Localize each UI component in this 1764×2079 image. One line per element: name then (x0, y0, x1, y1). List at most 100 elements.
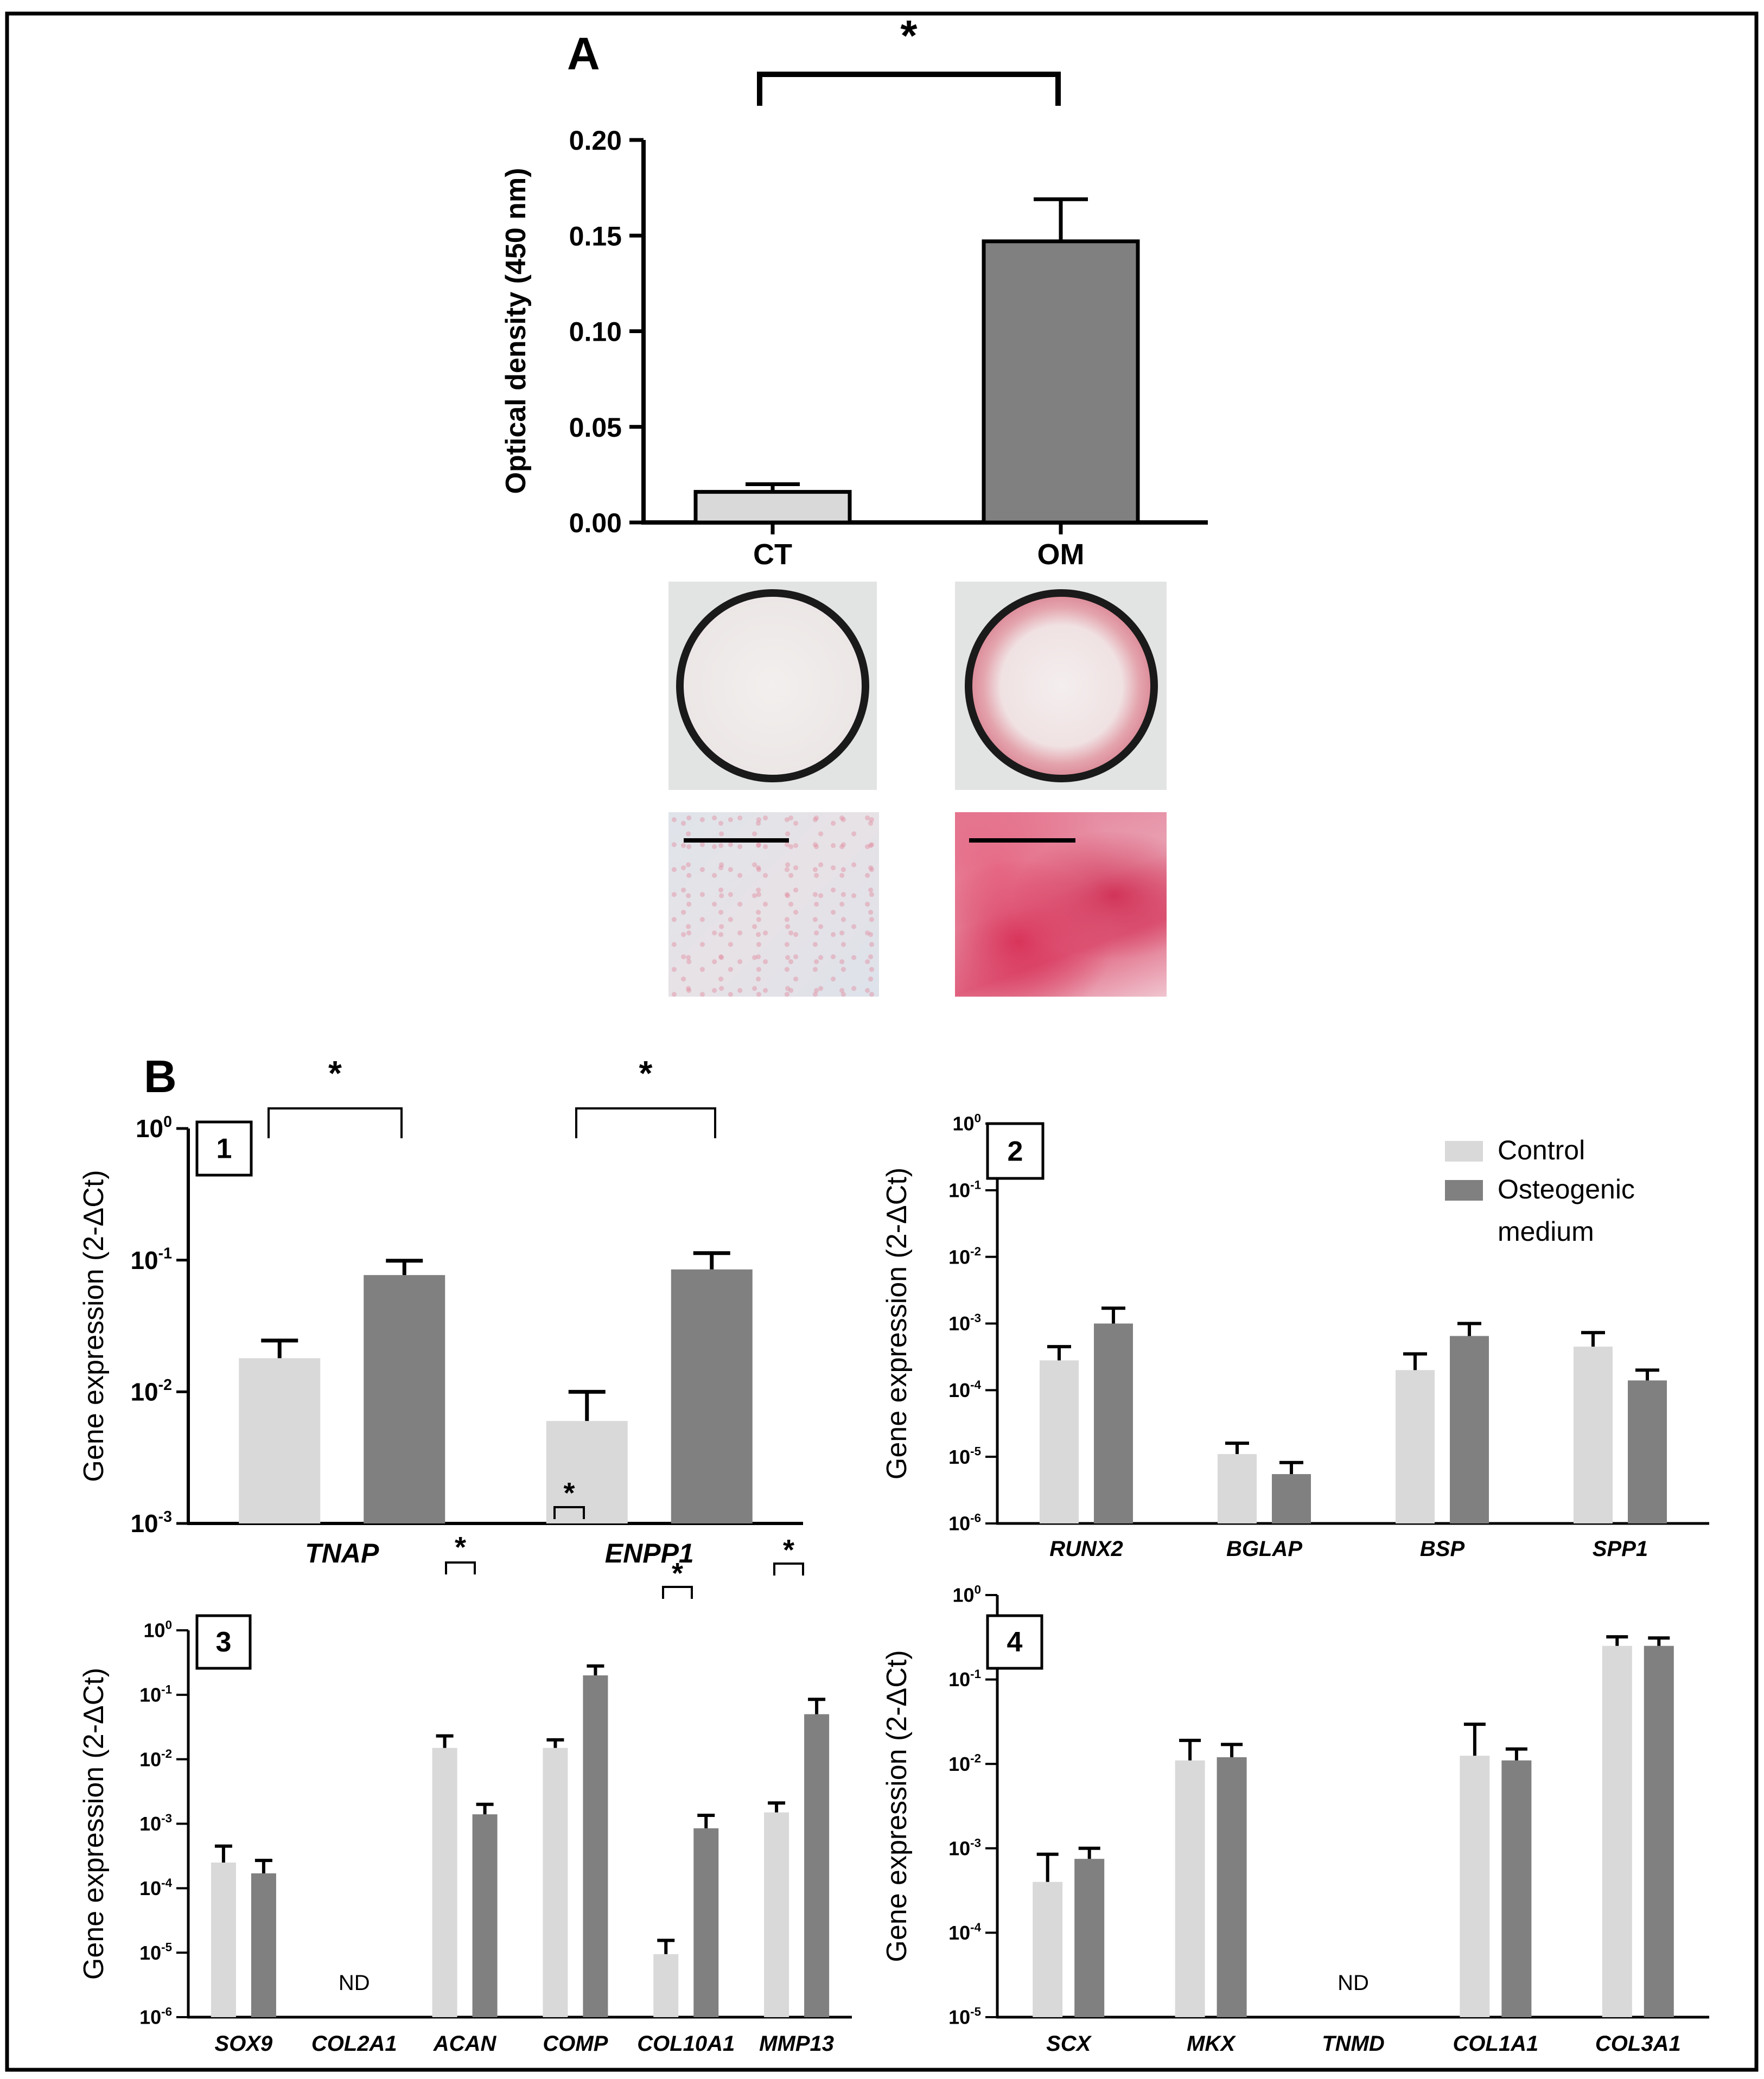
panel-b1-y-tick-label: 10-1 (130, 1245, 172, 1274)
panel-b3-y-tick-label-base: 10 (139, 1683, 161, 1706)
panel-b3-bar-mmp13-osteogenic (804, 1714, 830, 2017)
panel-b3-significance-comp-star: * (563, 1477, 575, 1509)
panel-b2-y-tick-label: 10-3 (948, 1311, 981, 1335)
legend-label-0-0: Control (1498, 1135, 1585, 1165)
panel-b3-y-tick-label: 10-3 (139, 1812, 172, 1835)
panel-b4-y-tick-label-base: 10 (948, 1668, 970, 1691)
panel-b4-x-label-scx: SCX (1046, 2032, 1092, 2056)
panel-a-y-tick-label: 0.00 (569, 508, 622, 538)
om-well-photo (955, 582, 1167, 790)
panel-b2-bar-bsp-osteogenic (1450, 1336, 1489, 1523)
panel-b3-y-tick-label: 10-6 (139, 2005, 172, 2028)
panel-b2-y-tick-label-base: 10 (948, 1312, 970, 1335)
panel-b3-significance-acan-star: * (455, 1531, 466, 1564)
panel-b4-bar-scx-control (1033, 1882, 1063, 2017)
panel-b2-y-tick-label-exp: -1 (970, 1178, 981, 1191)
panel-b4-bar-col1a1-osteogenic (1501, 1760, 1532, 2017)
panel-b2-x-label-bsp: BSP (1420, 1537, 1465, 1561)
panel-b3-y-tick-label: 10-4 (139, 1876, 172, 1899)
panel-b2-y-tick-label-base: 10 (948, 1379, 970, 1401)
panel-b2-y-tick-label: 10-6 (948, 1511, 981, 1534)
panel-b2-x-label-bglap: BGLAP (1226, 1537, 1302, 1561)
panel-b4-y-tick-label-exp: 0 (975, 1583, 981, 1596)
panel-b3-y-tick-label-exp: -4 (161, 1876, 172, 1890)
panel-b3-y-tick-label-base: 10 (139, 1813, 161, 1835)
panel-b4-y-tick-label-base: 10 (953, 1584, 975, 1606)
panel-b3-x-label-col10a1: COL10A1 (637, 2032, 735, 2056)
panel-b4-y-tick-label: 10-2 (948, 1752, 981, 1775)
panel-b4-y-axis-title: Gene expression (2-ΔCt) (881, 1650, 913, 1962)
panel-b3-bar-mmp13-control (764, 1812, 789, 2017)
panel-b3-significance-col10a1-bracket (662, 1586, 693, 1599)
panel-b2-x-label-runx2: RUNX2 (1049, 1537, 1123, 1561)
panel-b1-y-tick-label-base: 10 (130, 1246, 158, 1274)
panel-b2-bar-bsp-control (1396, 1370, 1435, 1523)
panel-b4-bar-mkx-osteogenic (1217, 1757, 1247, 2017)
panel-b2-y-tick-label: 10-4 (948, 1378, 981, 1401)
panel-b1-y-tick-label: 100 (136, 1113, 172, 1143)
legend-label-1-0: Osteogenic (1498, 1174, 1635, 1204)
panel-b2-y-tick-label-exp: -2 (970, 1245, 981, 1258)
panel-b1-y-tick-label-exp: -3 (158, 1508, 172, 1526)
panel-b2-number: 2 (1008, 1136, 1023, 1168)
panel-b2-y-tick-label-exp: -3 (970, 1311, 981, 1325)
panel-label-a: A (567, 28, 600, 79)
panel-b3-x-label-mmp13: MMP13 (759, 2032, 834, 2056)
panel-b4-y-tick-label-base: 10 (948, 1753, 970, 1775)
panel-b3-number: 3 (216, 1627, 232, 1658)
panel-b2-bar-bglap-control (1218, 1454, 1257, 1523)
panel-b4-bar-mkx-control (1175, 1760, 1205, 2017)
panel-b3-x-label-col2a1: COL2A1 (311, 2032, 397, 2056)
panel-b1-significance-1-bracket (575, 1107, 716, 1138)
panel-b3-y-tick-label-base: 10 (139, 2006, 161, 2029)
panel-b4-y-tick-label: 100 (953, 1583, 981, 1606)
panel-b3-y-tick-label: 10-2 (139, 1747, 172, 1770)
panel-b3-y-tick-label-base: 10 (139, 1942, 161, 1964)
panel-b3-y-tick-label-exp: -5 (161, 1941, 172, 1954)
panel-b4-y-tick-label-exp: -3 (970, 1836, 981, 1850)
panel-b4-y-tick-label-exp: -2 (970, 1752, 981, 1765)
panel-a-y-tick-label: 0.15 (569, 221, 622, 251)
om-scale-bar (969, 838, 1075, 843)
panel-b3-nd-label: ND (339, 1971, 370, 1995)
panel-b1-number: 1 (216, 1133, 232, 1165)
legend-label-1-1: medium (1498, 1216, 1594, 1247)
panel-b3-significance-mmp13-star: * (783, 1534, 794, 1566)
panel-b2-bar-runx2-control (1040, 1360, 1079, 1523)
panel-b1-y-tick-label-base: 10 (136, 1114, 163, 1143)
panel-b4-bar-scx-osteogenic (1074, 1859, 1105, 2017)
panel-b2-y-tick-label-base: 10 (948, 1446, 970, 1468)
panel-b2-y-tick-label: 10-1 (948, 1178, 981, 1201)
panel-b3-y-tick-label-exp: -2 (161, 1747, 172, 1761)
panel-b2-y-tick-label-exp: -4 (970, 1378, 981, 1392)
panel-b3-y-tick-label-exp: -6 (161, 2005, 172, 2018)
panel-b3-significance-acan-bracket (445, 1561, 476, 1574)
panel-b3-x-label-acan: ACAN (433, 2032, 497, 2056)
panel-b2-y-tick-label: 10-2 (948, 1245, 981, 1268)
panel-b3-y-tick-label: 10-5 (139, 1941, 172, 1964)
legend-swatch-1 (1445, 1180, 1483, 1201)
panel-b2-y-tick-label-exp: -6 (970, 1511, 981, 1525)
panel-b4-y-tick-label-exp: -5 (970, 2005, 981, 2018)
om-micrograph (955, 812, 1167, 997)
panel-a-bar-ct (693, 490, 852, 525)
panel-b2-y-axis-title: Gene expression (2-ΔCt) (881, 1168, 913, 1479)
panel-b1-significance-0-bracket (268, 1107, 403, 1138)
panel-b3-y-tick-label-base: 10 (144, 1619, 165, 1642)
panel-b4-number: 4 (1007, 1627, 1023, 1658)
panel-b1-y-tick-label-base: 10 (130, 1509, 158, 1538)
panel-a-y-tick-label: 0.05 (569, 412, 622, 443)
panel-b4-bar-col3a1-osteogenic (1644, 1646, 1674, 2017)
panel-b2-y-tick-label: 100 (953, 1111, 981, 1134)
panel-b4-y-tick-label: 10-4 (948, 1921, 981, 1944)
panel-b3-x-label-comp: COMP (543, 2032, 608, 2056)
panel-b2-y-tick-label-base: 10 (948, 1246, 970, 1268)
panel-b1-significance-0-star: * (328, 1054, 342, 1093)
panel-b2-y-tick-label: 10-5 (948, 1445, 981, 1468)
panel-b1-y-tick-label-exp: -2 (158, 1376, 172, 1394)
panel-b3-significance-comp-bracket (553, 1506, 585, 1519)
panel-b3-y-tick-label: 10-1 (139, 1682, 172, 1706)
panel-b2-x-label-spp1: SPP1 (1593, 1537, 1648, 1561)
ct-micrograph (668, 812, 879, 997)
panel-b2-bar-spp1-osteogenic (1628, 1380, 1667, 1523)
